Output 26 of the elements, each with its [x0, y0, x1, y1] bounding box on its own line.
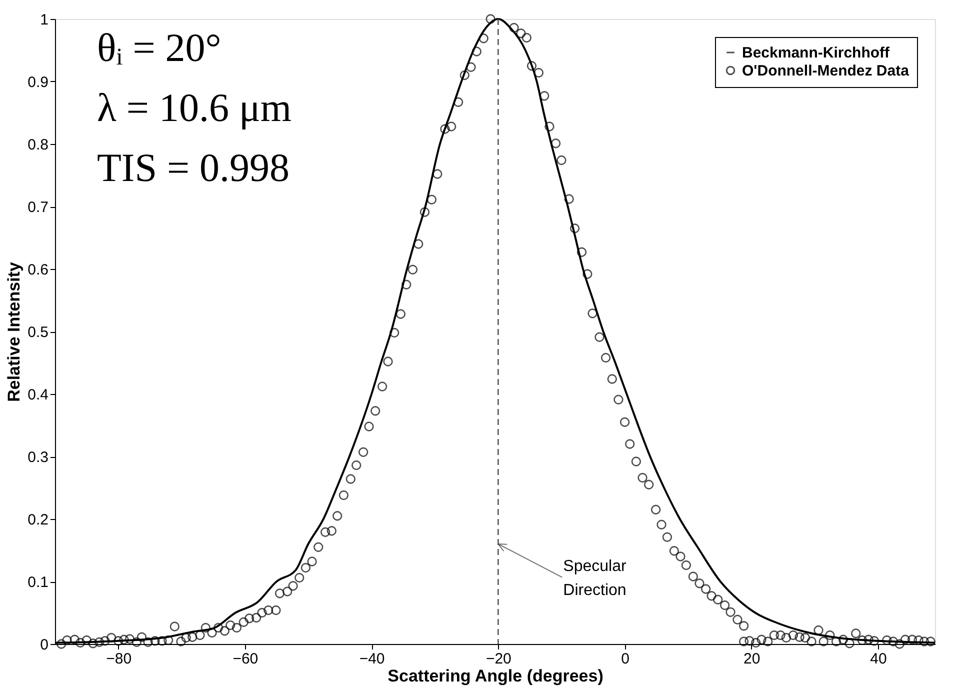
legend-label: Beckmann-Kirchhoff [742, 44, 891, 62]
x-tick-label: −40 [359, 650, 385, 668]
y-tick-label: 0.4 [28, 386, 48, 404]
y-tick-label: 0 [40, 636, 48, 654]
x-tick-label: −20 [486, 650, 512, 668]
x-tick-label: 40 [870, 650, 887, 668]
y-tick-label: 0.2 [28, 512, 48, 528]
annotation: θᵢ = 20° [97, 25, 222, 70]
annotation: Specular Direction [563, 558, 627, 599]
x-tick-label: −80 [106, 650, 132, 668]
y-tick-label: 0.3 [28, 449, 48, 466]
annotation: TIS = 0.998 [97, 145, 290, 190]
y-tick-label: 0.6 [28, 262, 48, 278]
y-tick-label: 0.8 [28, 136, 48, 154]
x-tick-label: 20 [744, 650, 760, 668]
x-axis-title: Scattering Angle (degrees) [388, 666, 604, 686]
annotation: λ = 10.6 μm [97, 85, 292, 130]
y-tick-label: 0.9 [28, 74, 48, 91]
y-tick-label: 0.7 [28, 199, 48, 216]
y-tick-label: 0.5 [28, 324, 48, 341]
y-axis-title: Relative Intensity [4, 262, 24, 402]
x-tick-label: −60 [232, 650, 258, 668]
x-tick-label: 0 [621, 650, 630, 668]
y-tick-label: 0.1 [28, 574, 48, 591]
legend-label: O'Donnell-Mendez Data [742, 62, 910, 80]
y-tick-label: 1 [40, 12, 48, 28]
